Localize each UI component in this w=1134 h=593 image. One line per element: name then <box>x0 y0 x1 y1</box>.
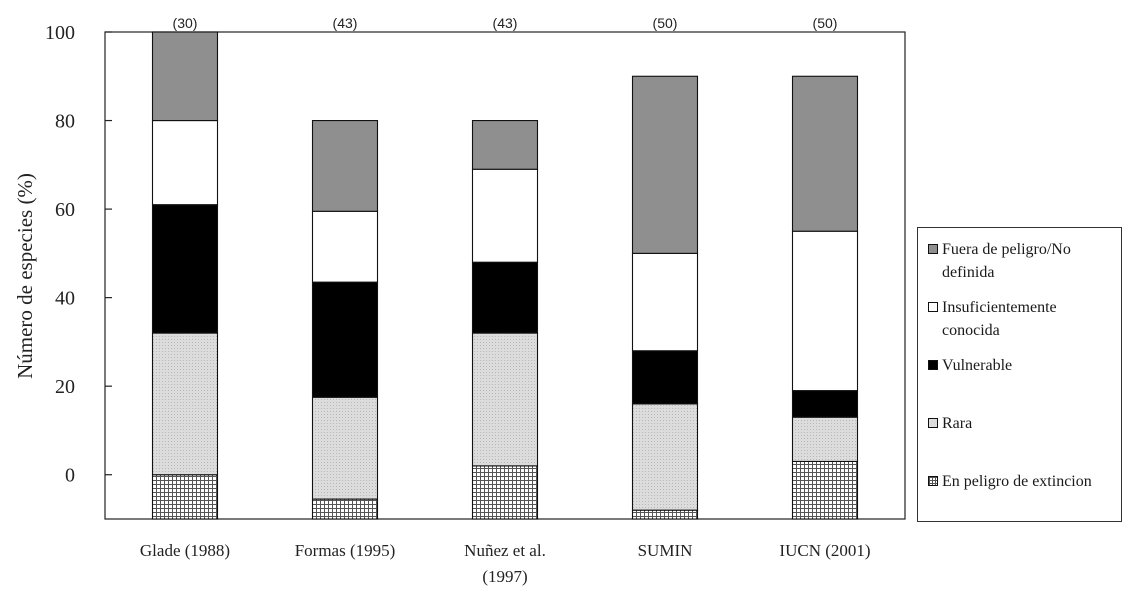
bar-segment-rara <box>311 396 379 500</box>
bar-segment-rara <box>791 416 859 462</box>
bar-segment-fuera-de-peligro-no-definida <box>631 75 699 254</box>
x-tick-label: SUMIN <box>638 541 693 560</box>
bar-segment-vulnerable <box>311 281 379 398</box>
bar-segment-insuficientemente-conocida <box>471 168 539 263</box>
bar-segment-en-peligro-de-extincion <box>791 460 859 520</box>
bar-count-label: (43) <box>333 15 358 31</box>
y-tick-label: 40 <box>55 288 75 310</box>
bar-segment-vulnerable <box>631 350 699 405</box>
y-tick-label: 60 <box>55 199 75 221</box>
bar-count-label: (30) <box>173 15 198 31</box>
bar-segment-vulnerable <box>471 261 539 334</box>
bar-count-label: (50) <box>813 15 838 31</box>
swatch-fuera-de-peligro <box>928 244 938 254</box>
swatch-rara <box>928 418 938 428</box>
x-tick-label: Glade (1988) <box>140 541 230 560</box>
x-tick-label: IUCN (2001) <box>779 541 870 560</box>
swatch-insuficientemente-conocida <box>928 302 938 312</box>
bar-segment-en-peligro-de-extincion <box>631 509 699 520</box>
legend: Fuera de peligro/No definida Insuficient… <box>917 227 1122 522</box>
legend-label: Fuera de peligro/No definida <box>942 241 1071 281</box>
legend-label: Insuficientemente conocida <box>942 299 1057 339</box>
bar-segment-rara <box>471 332 539 467</box>
legend-label: Rara <box>942 415 973 432</box>
y-axis-label: Número de especies (%) <box>13 173 37 379</box>
bar-segment-insuficientemente-conocida <box>151 119 219 206</box>
y-tick-label: 0 <box>65 465 75 487</box>
bar-segment-insuficientemente-conocida <box>791 230 859 392</box>
bar-segment-en-peligro-de-extincion <box>311 498 379 520</box>
bar-segment-fuera-de-peligro-no-definida <box>311 119 379 212</box>
bar-segment-insuficientemente-conocida <box>631 252 699 352</box>
x-axis-labels: Glade (1988) Formas (1995) Nuñez et al. (19… <box>140 541 871 586</box>
x-tick-label: Nuñez et al. <box>464 541 546 560</box>
legend-label: Vulnerable <box>942 357 1013 374</box>
y-tick-label: 20 <box>55 376 75 398</box>
x-tick-label: Formas (1995) <box>295 541 396 560</box>
bar-segment-fuera-de-peligro-no-definida <box>791 75 859 232</box>
x-tick-label: (1997) <box>482 567 527 586</box>
legend-label: En peligro de extincion <box>942 473 1092 490</box>
bar-count-label: (43) <box>493 15 518 31</box>
bar-segment-fuera-de-peligro-no-definida <box>471 119 539 170</box>
bar-count-label: (50) <box>653 15 678 31</box>
bar-segment-en-peligro-de-extincion <box>471 465 539 520</box>
bar-segment-rara <box>631 403 699 511</box>
bar-segment-vulnerable <box>791 390 859 418</box>
bars-group: (30) (43) (43) (50) (50) <box>151 15 859 520</box>
swatch-vulnerable <box>928 360 938 370</box>
bar-segment-insuficientemente-conocida <box>311 210 379 283</box>
bar-segment-vulnerable <box>151 204 219 334</box>
bar-segment-fuera-de-peligro-no-definida <box>151 31 219 122</box>
bar-segment-rara <box>151 332 219 476</box>
swatch-en-peligro <box>928 476 938 486</box>
y-axis-ticks: 0 20 40 60 80 100 <box>45 22 112 487</box>
y-tick-label: 100 <box>45 22 75 44</box>
bar-segment-en-peligro-de-extincion <box>151 474 219 520</box>
y-tick-label: 80 <box>55 111 75 133</box>
